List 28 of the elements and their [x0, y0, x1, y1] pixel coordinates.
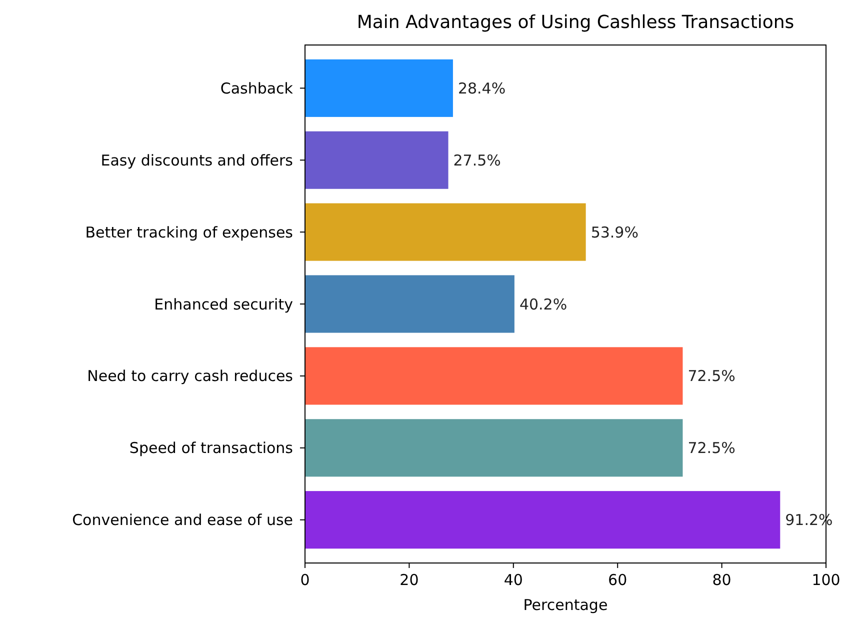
- data-label: 72.5%: [688, 367, 736, 386]
- data-label: 72.5%: [688, 439, 736, 458]
- x-tick-label: 60: [608, 571, 628, 589]
- bar: [305, 491, 780, 549]
- y-tick-label: Need to carry cash reduces: [87, 367, 294, 386]
- bar: [305, 419, 683, 477]
- y-tick-label: Easy discounts and offers: [100, 151, 294, 170]
- bar: [305, 59, 453, 117]
- y-tick-label: Convenience and ease of use: [72, 511, 293, 530]
- data-label: 28.4%: [458, 79, 506, 98]
- data-label: 27.5%: [453, 151, 501, 170]
- bar: [305, 347, 683, 405]
- data-label: 53.9%: [590, 223, 638, 242]
- y-tick-label: Speed of transactions: [129, 439, 294, 458]
- bar: [305, 203, 586, 261]
- y-tick-label: Cashback: [220, 79, 294, 98]
- data-label: 40.2%: [519, 295, 568, 314]
- x-tick-label: 0: [300, 571, 310, 589]
- x-tick-label: 20: [400, 571, 419, 589]
- y-tick-label: Better tracking of expenses: [85, 223, 294, 242]
- x-tick-label: 100: [812, 571, 840, 589]
- x-tick-label: 80: [712, 571, 732, 589]
- chart-title: Main Advantages of Using Cashless Transactions: [356, 12, 794, 33]
- x-tick-label: 40: [504, 571, 523, 589]
- x-axis-title: Percentage: [523, 596, 608, 614]
- y-tick-label: Enhanced security: [154, 295, 294, 314]
- bar: [305, 275, 514, 333]
- bar: [305, 131, 448, 189]
